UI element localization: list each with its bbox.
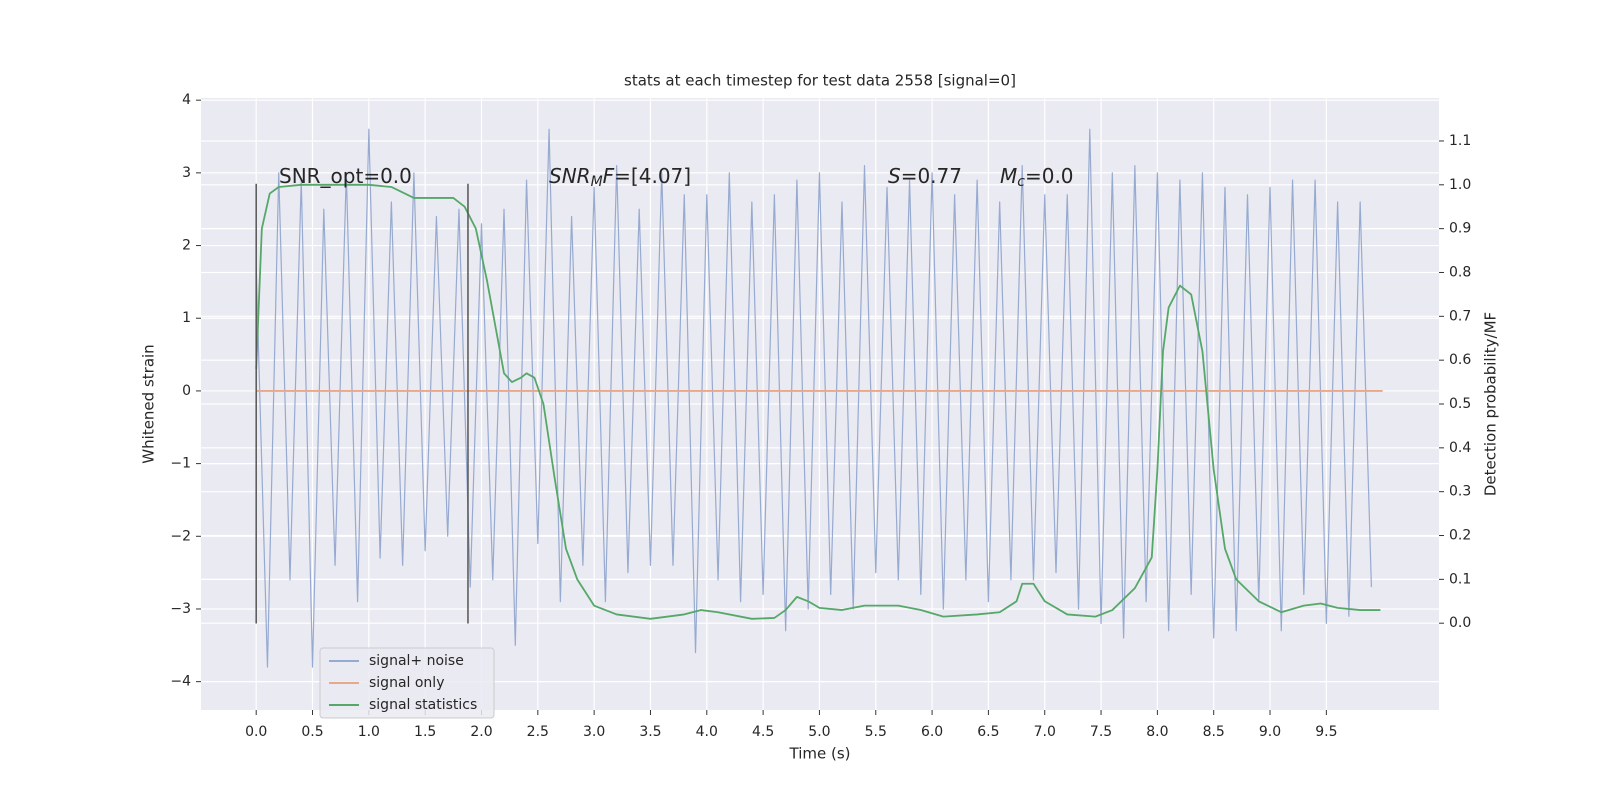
x-axis-label: Time (s)	[789, 745, 851, 763]
annotation-part: F	[603, 164, 615, 188]
y-tick-label: 2	[182, 238, 191, 254]
y-tick-label: 0	[182, 383, 191, 399]
x-tick-label: 4.5	[752, 724, 774, 740]
x-tick-label: 2.0	[470, 724, 492, 740]
annotation-part: S	[888, 164, 901, 188]
x-tick-label: 0.0	[245, 724, 267, 740]
annotation-part: c	[1017, 174, 1025, 190]
y-axis-label: Whitened strain	[140, 344, 158, 463]
annotation-part: M	[1000, 164, 1017, 188]
y2-tick-label: 0.3	[1449, 484, 1471, 500]
x-tick-label: 1.5	[414, 724, 436, 740]
x-tick-label: 8.5	[1203, 724, 1225, 740]
annotation-part: =[4.07]	[614, 164, 691, 188]
x-tick-label: 5.0	[808, 724, 830, 740]
x-tick-label: 4.0	[696, 724, 718, 740]
legend-label: signal+ noise	[369, 653, 464, 669]
legend: signal+ noise signal only signal statistic…	[319, 647, 495, 719]
x-tick-label: 5.5	[865, 724, 887, 740]
annotation: Mc=0.0	[1000, 164, 1074, 191]
y2-tick-label: 0.5	[1449, 396, 1471, 412]
annotation-part: =0.77	[901, 164, 962, 188]
annotation: SNR_opt=0.0	[279, 164, 412, 188]
annotation-part: SNR	[549, 164, 591, 188]
series-line	[255, 183, 1381, 620]
x-tick-label: 8.0	[1146, 724, 1168, 740]
y2-tick-label: 1.1	[1449, 133, 1471, 149]
y2-tick-label: 0.9	[1449, 221, 1471, 237]
y-tick-label: −3	[170, 601, 191, 617]
y-tick-label: 4	[182, 92, 191, 108]
legend-label: signal only	[369, 675, 444, 691]
y2-tick-label: 0.4	[1449, 440, 1471, 456]
x-tick-label: 7.5	[1090, 724, 1112, 740]
x-tick-label: 9.5	[1315, 724, 1337, 740]
x-tick-label: 6.5	[977, 724, 999, 740]
y-tick-label: 3	[182, 165, 191, 181]
y2-tick-label: 1.0	[1449, 177, 1471, 193]
y-tick-label: −4	[170, 674, 191, 690]
legend-box	[319, 647, 495, 719]
y-tick-label: 1	[182, 310, 191, 326]
annotation-part: =0.0	[1025, 164, 1074, 188]
y-tick-label: −1	[170, 456, 191, 472]
x-tick-label: 9.0	[1259, 724, 1281, 740]
y2-tick-label: 0.7	[1449, 308, 1471, 324]
y2-tick-label: 0.6	[1449, 352, 1471, 368]
y2-tick-label: 0.1	[1449, 571, 1471, 587]
x-tick-label: 0.5	[301, 724, 323, 740]
y2-axis-label: Detection probability/MF	[1482, 312, 1500, 496]
x-tick-label: 1.0	[358, 724, 380, 740]
x-tick-label: 7.0	[1034, 724, 1056, 740]
chart-title: stats at each timestep for test data 255…	[624, 72, 1016, 90]
x-tick-label: 3.0	[583, 724, 605, 740]
x-tick-label: 2.5	[527, 724, 549, 740]
x-tick-label: 3.5	[639, 724, 661, 740]
annotation: SNRMF=[4.07]	[549, 164, 691, 191]
y2-tick-label: 0.0	[1449, 615, 1471, 631]
annotation: S=0.77	[888, 164, 962, 188]
y2-tick-label: 0.8	[1449, 264, 1471, 280]
annotation-part: M	[591, 174, 603, 190]
y2-tick-label: 0.2	[1449, 528, 1471, 544]
legend-label: signal statistics	[369, 697, 477, 713]
x-tick-label: 6.0	[921, 724, 943, 740]
y-tick-label: −2	[170, 528, 191, 544]
annotation-part: SNR_opt=0.0	[279, 164, 412, 188]
